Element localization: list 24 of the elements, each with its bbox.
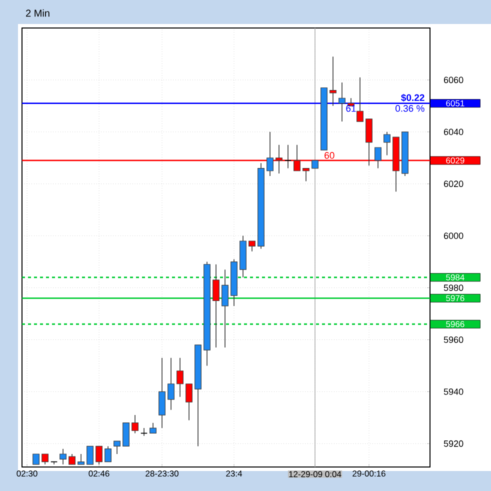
annotation: 0.36 % <box>396 105 424 112</box>
chart-title: 2 Min <box>26 9 50 17</box>
y-tick-label: 5980 <box>444 284 464 291</box>
ref-line-label: 6051 <box>446 100 464 106</box>
x-tick-label: 29-00:16 <box>352 470 386 477</box>
x-tick-label: 12-29-09 0:04 <box>289 471 342 478</box>
y-tick-label: 5960 <box>444 336 464 343</box>
y-tick-label: 6020 <box>444 180 464 188</box>
annotation: 60 <box>324 152 334 159</box>
y-tick-label: 6040 <box>444 128 464 136</box>
ref-line-label: 5984 <box>446 274 464 280</box>
y-tick-label: 6060 <box>444 76 464 84</box>
annotation: 61 <box>346 105 356 112</box>
x-tick-label: 02:46 <box>88 470 110 477</box>
y-tick-label: 5940 <box>444 388 464 395</box>
x-tick-label: 02:30 <box>16 470 38 477</box>
ref-line-label: 6029 <box>446 157 464 164</box>
x-tick-label: 23:4 <box>226 470 242 477</box>
ref-line-label: 5966 <box>446 321 464 328</box>
y-tick-label: 6000 <box>444 232 464 240</box>
ref-line-label: 5976 <box>446 295 464 302</box>
annotation: $0.22 <box>401 94 424 102</box>
x-tick-label: 28-23:30 <box>146 470 178 477</box>
y-tick-label: 5920 <box>444 440 464 447</box>
